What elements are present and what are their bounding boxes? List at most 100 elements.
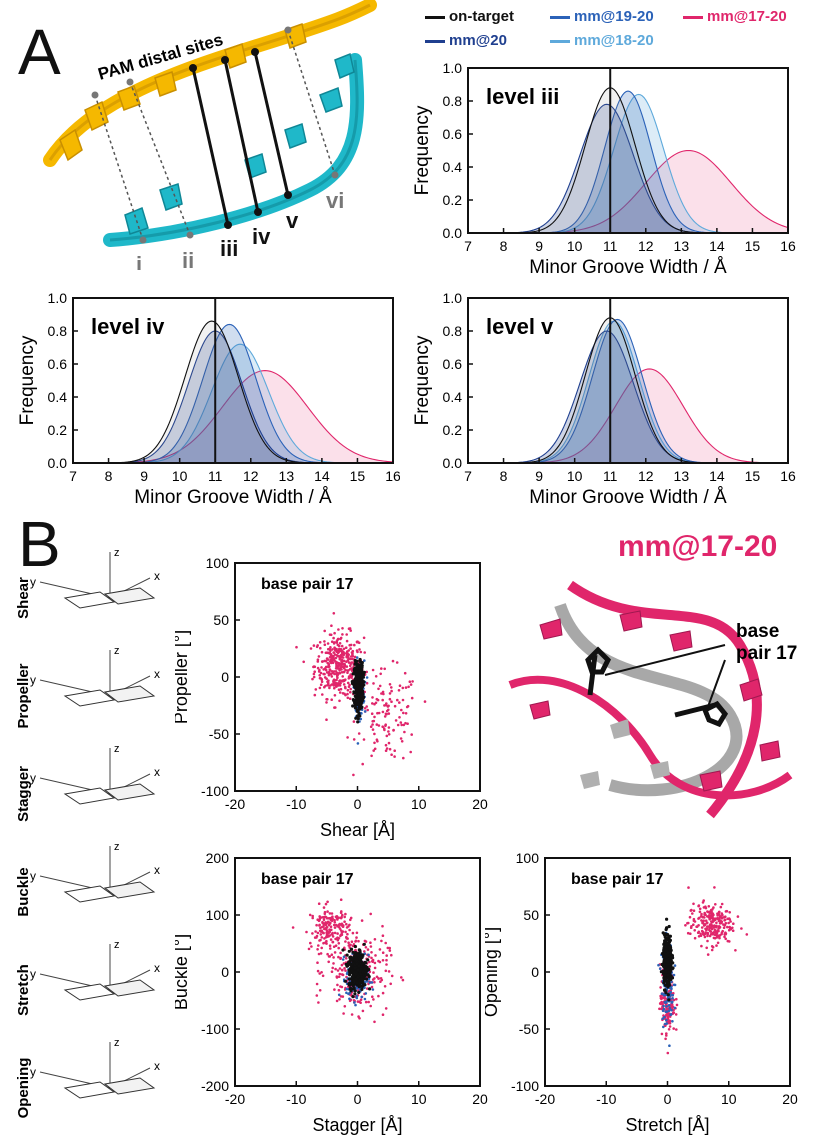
point-on-target — [669, 974, 673, 979]
y-tick-label: 200 — [206, 850, 230, 866]
point-mm@17-20 — [323, 640, 326, 643]
point-mm@17-20 — [327, 647, 330, 651]
dna-level-i: i — [136, 252, 142, 270]
point-on-target — [664, 970, 668, 975]
point-mm@17-20 — [332, 923, 336, 927]
point-mm@19-20 — [355, 994, 359, 998]
structure-bp-label-1: base — [736, 621, 779, 642]
y-tick-label: 0.2 — [443, 422, 463, 438]
point-on-target — [360, 977, 364, 981]
point-mm@19-20 — [665, 1022, 669, 1025]
point-mm@17-20 — [387, 733, 391, 736]
point-mm@17-20 — [333, 694, 337, 697]
point-mm@17-20 — [342, 683, 346, 686]
point-mm@17-20 — [366, 987, 369, 990]
point-mm@17-20 — [374, 954, 377, 957]
point-mm@17-20 — [325, 926, 329, 929]
point-mm@17-20 — [717, 919, 721, 923]
point-mm@17-20 — [342, 924, 345, 927]
point-mm@17-20 — [693, 929, 696, 932]
point-mm@17-20 — [400, 723, 403, 727]
point-mm@17-20 — [332, 670, 336, 673]
point-mm@17-20 — [345, 665, 349, 668]
point-mm@17-20 — [325, 651, 329, 654]
point-mm@17-20 — [345, 926, 349, 929]
point-mm@17-20 — [370, 712, 374, 715]
point-mm@17-20 — [702, 919, 705, 922]
x-tick-label: 8 — [500, 238, 508, 254]
x-tick-label: 12 — [638, 468, 654, 484]
point-mm@17-20 — [672, 1027, 675, 1030]
point-mm@17-20 — [701, 921, 704, 925]
point-on-target — [356, 717, 360, 721]
point-mm@17-20 — [330, 624, 333, 627]
point-mm@17-20 — [716, 917, 720, 920]
svg-text:z: z — [114, 1037, 120, 1049]
point-on-target — [353, 989, 357, 993]
point-mm@17-20 — [343, 664, 347, 668]
point-mm@17-20 — [335, 641, 339, 644]
point-mm@17-20 — [346, 671, 349, 674]
cyan-strand-shade — [109, 59, 359, 242]
point-mm@17-20 — [351, 931, 355, 935]
point-mm@17-20 — [337, 644, 341, 648]
point-mm@17-20 — [381, 710, 385, 714]
point-mm@17-20 — [390, 686, 393, 689]
point-mm@17-20 — [409, 750, 412, 754]
point-mm@17-20 — [351, 653, 354, 656]
point-on-target — [360, 705, 364, 709]
point-mm@17-20 — [700, 919, 703, 922]
point-mm@17-20 — [327, 960, 330, 964]
y-tick-label: 0.0 — [443, 225, 463, 241]
point-mm@17-20 — [713, 924, 716, 927]
point-mm@17-20 — [364, 940, 368, 943]
point-mm@17-20 — [322, 941, 325, 945]
x-tick-label: 20 — [472, 1091, 488, 1107]
point-on-target — [355, 667, 359, 671]
point-mm@17-20 — [712, 931, 716, 934]
point-mm@17-20 — [668, 1025, 672, 1028]
point-mm@17-20 — [402, 711, 405, 715]
pink-strand-2 — [508, 675, 793, 800]
point-on-target — [364, 977, 369, 981]
point-on-target — [662, 981, 666, 985]
x-tick-label: 11 — [208, 468, 223, 484]
point-mm@17-20 — [336, 983, 339, 987]
x-tick-label: 0 — [354, 796, 362, 812]
point-mm@19-20 — [353, 1001, 356, 1004]
point-mm@17-20 — [319, 683, 323, 686]
x-tick-label: 13 — [279, 468, 295, 484]
point-mm@19-20 — [669, 1013, 672, 1017]
point-mm@17-20 — [326, 910, 329, 913]
point-mm@17-20 — [359, 650, 363, 654]
point-mm@17-20 — [316, 666, 320, 670]
point-mm@17-20 — [687, 921, 690, 925]
point-mm@17-20 — [403, 671, 407, 675]
point-mm@17-20 — [406, 704, 410, 708]
point-mm@17-20 — [715, 921, 718, 925]
point-mm@17-20 — [323, 922, 327, 925]
point-mm@17-20 — [350, 940, 354, 943]
point-mm@17-20 — [371, 723, 374, 726]
point-mm@17-20 — [712, 919, 715, 923]
point-mm@17-20 — [349, 643, 353, 647]
point-mm@17-20 — [390, 753, 393, 756]
point-mm@17-20 — [384, 1007, 388, 1010]
point-on-target — [357, 711, 361, 715]
point-mm@19-20 — [363, 997, 367, 1001]
point-mm@17-20 — [330, 656, 334, 659]
point-mm@19-20 — [355, 656, 359, 659]
point-on-target — [360, 661, 364, 665]
point-mm@17-20 — [336, 932, 339, 935]
point-mm@17-20 — [369, 912, 372, 916]
point-mm@17-20 — [333, 951, 337, 954]
point-mm@17-20 — [381, 934, 385, 937]
point-mm@17-20 — [331, 966, 334, 970]
point-mm@17-20 — [338, 967, 342, 970]
point-mm@17-20 — [349, 687, 352, 691]
point-mm@17-20 — [660, 1007, 663, 1011]
x-tick-label: 11 — [603, 238, 618, 254]
point-mm@17-20 — [325, 939, 328, 943]
point-on-target — [666, 993, 670, 997]
point-on-target — [341, 948, 345, 952]
